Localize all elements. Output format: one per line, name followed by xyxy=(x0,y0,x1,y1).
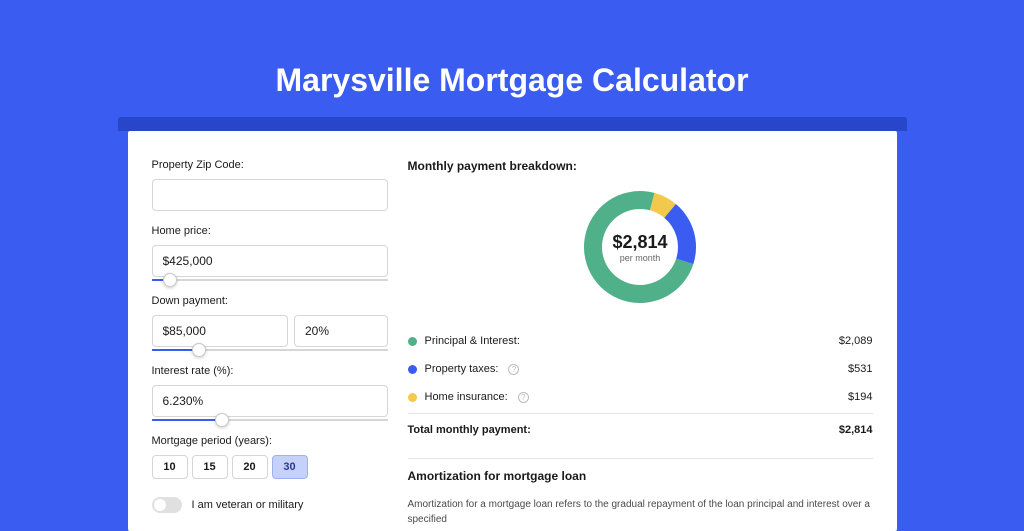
breakdown-label: Property taxes: xyxy=(425,363,499,375)
down-payment-slider-thumb[interactable] xyxy=(192,343,206,357)
interest-slider-thumb[interactable] xyxy=(215,413,229,427)
payment-donut: $2,814 per month xyxy=(580,187,700,307)
veteran-toggle[interactable] xyxy=(152,497,182,513)
donut-sub: per month xyxy=(620,253,661,263)
down-payment-field: Down payment: xyxy=(152,295,388,351)
breakdown-label: Home insurance: xyxy=(425,391,508,403)
interest-input[interactable] xyxy=(152,385,388,417)
amort-title: Amortization for mortgage loan xyxy=(408,469,873,483)
interest-slider[interactable] xyxy=(152,419,388,421)
legend-dot xyxy=(408,393,417,402)
card-shadow xyxy=(118,117,907,131)
page-title: Marysville Mortgage Calculator xyxy=(0,0,1024,117)
down-payment-amount-input[interactable] xyxy=(152,315,288,347)
breakdown-amount: $531 xyxy=(848,363,872,375)
total-label: Total monthly payment: xyxy=(408,424,531,436)
divider xyxy=(408,458,873,459)
legend-dot xyxy=(408,337,417,346)
breakdown-label: Principal & Interest: xyxy=(425,335,520,347)
breakdown-row: Property taxes:? $531 xyxy=(408,355,873,383)
legend-dot xyxy=(408,365,417,374)
inputs-column: Property Zip Code: Home price: Down paym… xyxy=(152,159,388,531)
down-payment-percent-input[interactable] xyxy=(294,315,388,347)
zip-label: Property Zip Code: xyxy=(152,159,388,171)
breakdown-rows: Principal & Interest: $2,089 Property taxe… xyxy=(408,327,873,411)
home-price-field: Home price: xyxy=(152,225,388,281)
home-price-input[interactable] xyxy=(152,245,388,277)
zip-input[interactable] xyxy=(152,179,388,211)
info-icon[interactable]: ? xyxy=(518,392,529,403)
interest-field: Interest rate (%): xyxy=(152,365,388,421)
donut-wrap: $2,814 per month xyxy=(408,187,873,307)
breakdown-amount: $2,089 xyxy=(839,335,873,347)
period-btn-10[interactable]: 10 xyxy=(152,455,188,479)
veteran-row: I am veteran or military xyxy=(152,497,388,513)
period-label: Mortgage period (years): xyxy=(152,435,388,447)
period-btn-15[interactable]: 15 xyxy=(192,455,228,479)
calculator-card: Property Zip Code: Home price: Down paym… xyxy=(128,131,897,531)
total-amount: $2,814 xyxy=(839,424,873,436)
donut-amount: $2,814 xyxy=(612,232,667,253)
veteran-toggle-knob xyxy=(154,499,166,511)
home-price-label: Home price: xyxy=(152,225,388,237)
donut-center: $2,814 per month xyxy=(580,187,700,307)
breakdown-column: Monthly payment breakdown: $2,814 per mo… xyxy=(408,159,873,531)
down-payment-slider[interactable] xyxy=(152,349,388,351)
period-btn-20[interactable]: 20 xyxy=(232,455,268,479)
period-field: Mortgage period (years): 10152030 xyxy=(152,435,388,479)
info-icon[interactable]: ? xyxy=(508,364,519,375)
zip-field: Property Zip Code: xyxy=(152,159,388,211)
breakdown-row: Principal & Interest: $2,089 xyxy=(408,327,873,355)
period-buttons: 10152030 xyxy=(152,455,388,479)
breakdown-amount: $194 xyxy=(848,391,872,403)
interest-label: Interest rate (%): xyxy=(152,365,388,377)
veteran-label: I am veteran or military xyxy=(192,499,304,511)
total-row: Total monthly payment: $2,814 xyxy=(408,413,873,444)
home-price-slider-thumb[interactable] xyxy=(163,273,177,287)
period-btn-30[interactable]: 30 xyxy=(272,455,308,479)
home-price-slider[interactable] xyxy=(152,279,388,281)
down-payment-label: Down payment: xyxy=(152,295,388,307)
breakdown-title: Monthly payment breakdown: xyxy=(408,159,873,173)
breakdown-row: Home insurance:? $194 xyxy=(408,383,873,411)
amort-body: Amortization for a mortgage loan refers … xyxy=(408,497,873,527)
